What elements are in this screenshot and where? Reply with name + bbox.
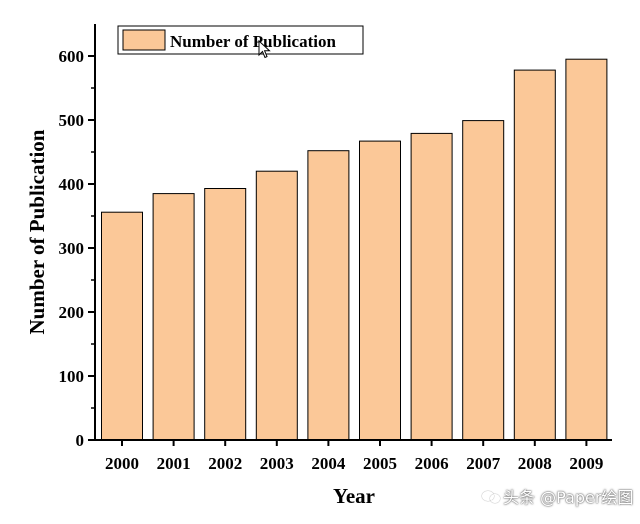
x-tick-label: 2006 [415,454,449,473]
legend-label: Number of Publication [170,32,336,51]
watermark: 头条 @Paper绘图 [482,484,633,508]
y-axis-title: Number of Publication [25,129,49,334]
y-ticks-layer: 0 100 200 300 400 500 600 [59,47,95,450]
x-tick-label: 2008 [518,454,552,473]
x-tick-label: 2005 [363,454,397,473]
bar-2009 [565,58,608,441]
y-tick-label: 400 [59,175,85,194]
watermark-text: 头条 @Paper绘图 [503,488,634,507]
bar-2006 [410,132,453,441]
bar-2005 [359,140,401,441]
y-tick-label: 300 [59,239,85,258]
x-tick-label: 2000 [105,454,139,473]
x-ticks-layer: 2000 2001 2002 2003 2004 2005 2006 2007 2008 2009 [105,440,603,473]
x-tick-label: 2009 [569,454,603,473]
bar-2000 [101,211,143,441]
y-tick-label: 100 [59,367,85,386]
bars-layer [101,58,608,441]
x-tick-label: 2003 [260,454,294,473]
y-tick-label: 0 [76,431,85,450]
x-tick-label: 2002 [208,454,242,473]
legend: Number of Publication [117,25,364,55]
speech-bubbles-icon [482,489,500,503]
bar-2003 [255,170,298,441]
x-axis-title: Year [333,484,375,508]
bar-2008 [513,69,556,441]
bar-2002 [204,188,247,441]
legend-swatch [122,29,166,51]
x-tick-label: 2007 [466,454,501,473]
bar-2001 [152,193,195,441]
y-tick-label: 500 [59,111,85,130]
x-tick-label: 2004 [311,454,346,473]
bar-2004 [307,150,350,441]
y-tick-label: 200 [59,303,85,322]
axes-layer [94,24,612,441]
bar-2007 [462,120,505,441]
y-tick-label: 600 [59,47,85,66]
mouse-pointer-icon [258,40,271,59]
x-tick-label: 2001 [157,454,191,473]
